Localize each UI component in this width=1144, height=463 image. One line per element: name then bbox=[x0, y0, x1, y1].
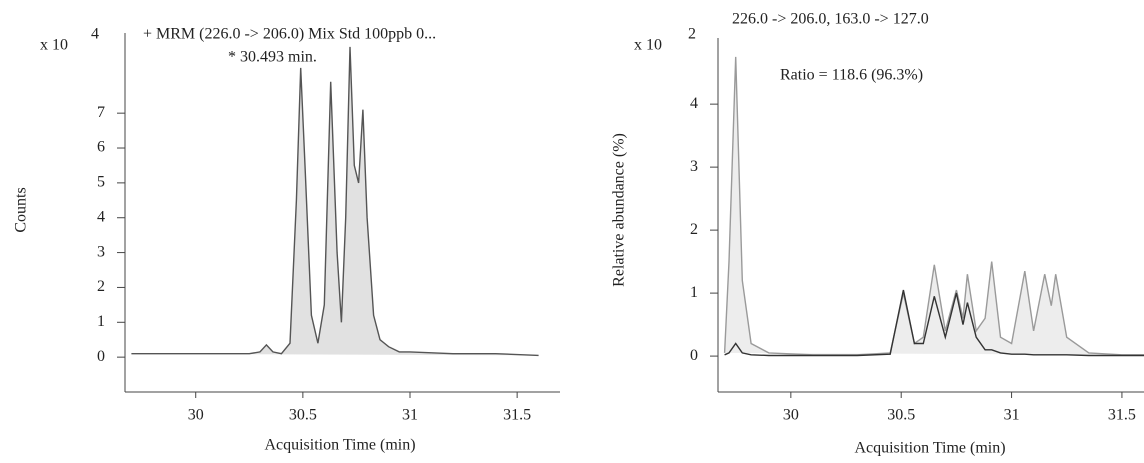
trace bbox=[723, 56, 1144, 356]
x-tick-label: 31.5 bbox=[1108, 407, 1136, 424]
y-axis-label: Counts bbox=[13, 187, 30, 232]
y-tick-label: 5 bbox=[97, 174, 105, 191]
y-tick-label: 4 bbox=[97, 208, 105, 225]
y-axis-label: Relative abundance (%) bbox=[611, 133, 628, 287]
y-tick-label: 1 bbox=[690, 284, 698, 301]
y-tick-label: 1 bbox=[97, 313, 105, 330]
y-tick-label: 6 bbox=[97, 139, 105, 156]
trace bbox=[724, 289, 1144, 357]
annotation: * 30.493 min. bbox=[228, 49, 317, 66]
x-tick-label: 30.5 bbox=[289, 407, 317, 424]
y-tick-label: 4 bbox=[690, 95, 698, 112]
annotation: Ratio = 118.6 (96.3%) bbox=[780, 67, 923, 84]
y-tick-label: 2 bbox=[690, 221, 698, 238]
y-tick-label: 0 bbox=[97, 348, 105, 365]
x-tick-label: 31 bbox=[1004, 407, 1020, 424]
y-multiplier: x 10 bbox=[634, 37, 662, 54]
x-tick-label: 31.5 bbox=[503, 407, 531, 424]
x-axis-label: Acquisition Time (min) bbox=[264, 437, 415, 454]
y-exponent: 4 bbox=[91, 26, 99, 43]
x-axis-label: Acquisition Time (min) bbox=[854, 440, 1005, 457]
chart-title: 226.0 -> 206.0, 163.0 -> 127.0 bbox=[732, 11, 929, 28]
x-tick-label: 31 bbox=[402, 407, 418, 424]
y-tick-label: 0 bbox=[690, 347, 698, 364]
trace bbox=[131, 46, 539, 357]
x-tick-label: 30.5 bbox=[887, 407, 915, 424]
x-tick-label: 30 bbox=[188, 407, 204, 424]
y-tick-label: 2 bbox=[97, 278, 105, 295]
y-tick-label: 3 bbox=[97, 243, 105, 260]
y-tick-label: 3 bbox=[690, 158, 698, 175]
chart-title: + MRM (226.0 -> 206.0) Mix Std 100ppb 0.… bbox=[143, 26, 436, 43]
y-multiplier: x 10 bbox=[40, 37, 68, 54]
y-exponent: 2 bbox=[688, 26, 696, 43]
x-tick-label: 30 bbox=[783, 407, 799, 424]
y-tick-label: 7 bbox=[97, 104, 105, 121]
